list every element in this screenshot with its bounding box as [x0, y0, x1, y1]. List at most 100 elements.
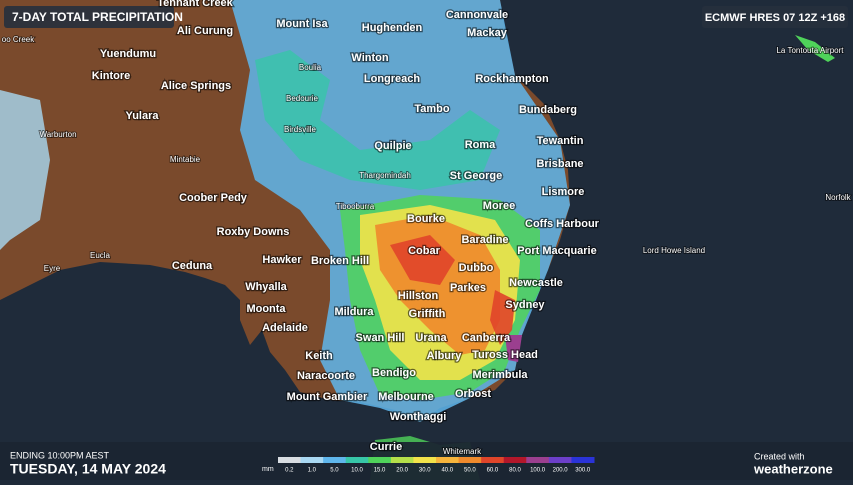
legend-swatch: [345, 457, 369, 463]
place-label: Bourke: [407, 213, 445, 225]
place-label: St George: [450, 170, 503, 182]
model-box: [702, 6, 848, 28]
legend-swatch: [390, 457, 414, 463]
place-label: Mount Gambier: [287, 391, 368, 403]
place-label: Dubbo: [459, 262, 494, 274]
place-label: Eyre: [44, 264, 61, 273]
place-label: oo Creek: [2, 35, 35, 44]
legend-label: 1.0: [308, 468, 317, 474]
title-box: [4, 6, 174, 28]
place-label: Mackay: [467, 27, 508, 39]
place-label: Winton: [351, 52, 388, 64]
legend-swatch: [548, 457, 572, 463]
legend-label: 10.0: [351, 468, 363, 474]
place-label: Bedourie: [286, 94, 319, 103]
new-caledonia: [795, 35, 835, 62]
place-label: Mildura: [334, 306, 374, 318]
place-label: Roma: [465, 139, 496, 151]
place-label: Newcastle: [509, 277, 563, 289]
place-label: Albury: [427, 350, 463, 362]
legend-swatch: [323, 457, 347, 463]
place-label: Broken Hill: [311, 255, 369, 267]
legend-swatch: [300, 457, 324, 463]
place-label: Lismore: [542, 186, 585, 198]
legend-label: 200.0: [553, 468, 569, 474]
place-label: Roxby Downs: [217, 226, 290, 238]
legend-swatch: [458, 457, 482, 463]
legend-label: 0.2: [285, 468, 294, 474]
legend-swatch: [526, 457, 550, 463]
place-label: Tambo: [414, 103, 450, 115]
place-label: Parkes: [450, 282, 486, 294]
places: Tennant Creek oo Creek Mount Isa Cannonvale…: [1, 0, 853, 457]
legend-unit: mm: [262, 466, 274, 473]
legend-label: 100.0: [530, 468, 546, 474]
legend-label: 80.0: [509, 468, 521, 474]
place-label: Hughenden: [362, 22, 423, 34]
place-label: Thargomindah: [359, 171, 411, 180]
place-label: Cannonvale: [446, 9, 508, 21]
place-label: Canberra: [462, 332, 511, 344]
place-label: Ali Curung: [177, 25, 233, 37]
place-label: Mintabie: [170, 155, 201, 164]
place-label: Tibooburra: [336, 202, 375, 211]
title: 7-DAY TOTAL PRECIPITATION: [12, 10, 183, 24]
legend-swatch: [503, 457, 527, 463]
place-label: Norfolk: [825, 193, 851, 202]
place-label: Boulia: [299, 63, 322, 72]
legend-swatch: [413, 457, 437, 463]
place-label: Whyalla: [245, 281, 287, 293]
legend-swatch: [368, 457, 392, 463]
place-label: Ceduna: [172, 260, 213, 272]
place-label: Orbost: [455, 388, 491, 400]
place-label: Bundaberg: [519, 104, 577, 116]
place-label: Baradine: [461, 234, 508, 246]
place-label: Moonta: [246, 303, 286, 315]
place-label: Whitemark: [443, 447, 482, 456]
place-label: Alice Springs: [161, 80, 231, 92]
created-with: Created with: [754, 451, 805, 461]
place-label: Longreach: [364, 73, 421, 85]
place-label: Eucla: [90, 251, 111, 260]
place-label: Birdsville: [284, 125, 317, 134]
legend-label: 30.0: [419, 468, 431, 474]
place-label: Hillston: [398, 290, 439, 302]
place-label: Port Macquarie: [517, 245, 596, 257]
legend-swatch: [436, 457, 460, 463]
place-label: Hawker: [262, 254, 302, 266]
place-label: Quilpie: [374, 140, 411, 152]
place-label: Kintore: [92, 70, 131, 82]
legend-label: 300.0: [575, 468, 591, 474]
place-label: Moree: [483, 200, 515, 212]
place-label: Mount Isa: [276, 18, 328, 30]
place-label: Yulara: [125, 110, 159, 122]
place-label: Yuendumu: [100, 48, 156, 60]
place-label: Currie: [370, 441, 402, 453]
place-label: Coffs Harbour: [525, 218, 600, 230]
rain-red: [390, 235, 515, 345]
place-label: Sydney: [505, 299, 545, 311]
rain-purple: [505, 335, 522, 362]
place-label: Adelaide: [262, 322, 308, 334]
legend-label: 15.0: [374, 468, 386, 474]
legend: 0.2 1.0 5.0 10.0 15.0 20.0 30.0 40.0 50.0 60.0 80.…: [278, 457, 595, 474]
ending: ENDING 10:00PM AEST: [10, 450, 110, 460]
place-label: Griffith: [409, 308, 446, 320]
place-label: Naracoorte: [297, 370, 355, 382]
legend-label: 40.0: [441, 468, 453, 474]
place-label: Melbourne: [378, 391, 434, 403]
legend-label: 60.0: [487, 468, 499, 474]
place-label: Merimbula: [472, 369, 528, 381]
place-label: Warburton: [39, 130, 76, 139]
place-label: Tewantin: [537, 135, 584, 147]
legend-label: 20.0: [396, 468, 408, 474]
place-label: Tuross Head: [472, 349, 538, 361]
place-label: Cobar: [408, 245, 441, 257]
place-label: Tennant Creek: [157, 0, 233, 9]
rain-green-north: [255, 50, 500, 190]
model: ECMWF HRES 07 12Z +168: [705, 12, 845, 24]
legend-label: 50.0: [464, 468, 476, 474]
legend-swatch: [278, 457, 302, 463]
place-label: Swan Hill: [356, 332, 405, 344]
